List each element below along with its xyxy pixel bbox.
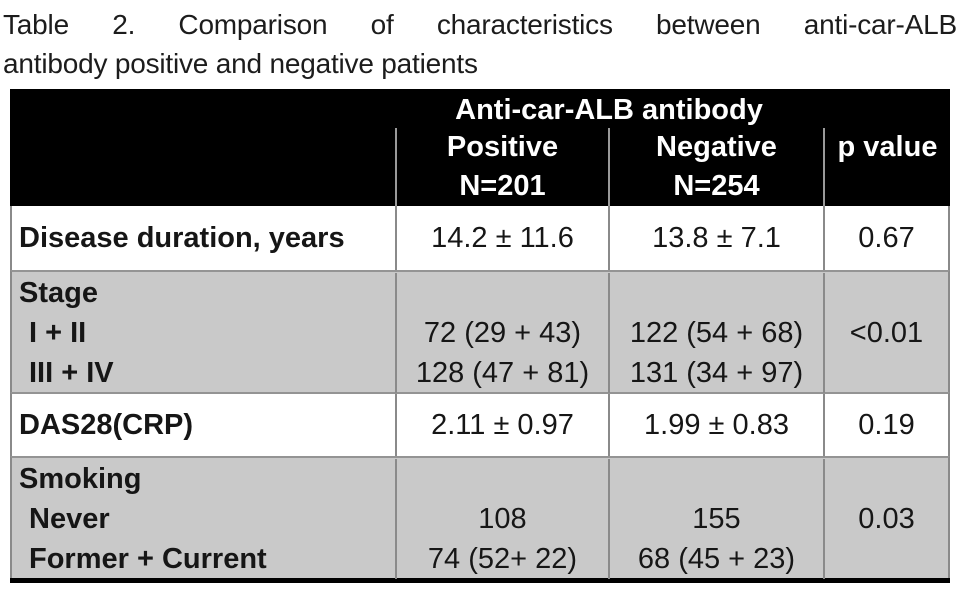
cell-positive: 108 74 (52+ 22) <box>395 459 608 579</box>
caption-line-2: antibody positive and negative patients <box>3 48 478 79</box>
row-sublabel-text: III + IV <box>29 357 114 389</box>
value-text: 1.99 ± 0.83 <box>644 408 789 441</box>
cell-p-value: <0.01 <box>823 273 948 393</box>
cell-label: DAS28(CRP) <box>12 394 395 456</box>
value-text: 155 <box>692 503 741 535</box>
cell-negative: 155 68 (45 + 23) <box>608 459 823 579</box>
comparison-table: Anti-car-ALB antibody Positive N=201 Neg… <box>10 89 950 583</box>
value-text <box>610 459 823 499</box>
table-caption: Table 2. Comparison of characteristics b… <box>0 0 960 83</box>
row-stage: Stage I + II III + IV 72 (29 + 43) 128 (… <box>10 270 950 393</box>
value-text <box>825 539 948 579</box>
cell-p-value: 0.67 <box>823 206 948 270</box>
value-text <box>397 459 608 499</box>
caption-line-1: Table 2. Comparison of characteristics b… <box>3 9 957 40</box>
value-text: <0.01 <box>849 317 924 349</box>
header-antibody-span: Anti-car-ALB antibody <box>455 94 763 126</box>
row-label-text: Smoking <box>19 463 142 495</box>
value-text: 68 (45 + 23) <box>637 543 796 575</box>
value-text <box>825 459 948 499</box>
table-header: Anti-car-ALB antibody Positive N=201 Neg… <box>10 89 950 206</box>
row-label-text: Disease duration, years <box>19 221 345 254</box>
value-text: 14.2 ± 11.6 <box>431 221 574 254</box>
value-text: 128 (47 + 81) <box>415 357 590 389</box>
cell-p-value: 0.03 <box>823 459 948 579</box>
header-negative-column: Negative N=254 <box>608 128 823 206</box>
value-text <box>397 273 608 313</box>
header-positive-n: N=201 <box>459 170 546 202</box>
value-text: 122 (54 + 68) <box>629 317 804 349</box>
cell-negative: 1.99 ± 0.83 <box>608 394 823 456</box>
row-das28-crp: DAS28(CRP) 2.11 ± 0.97 1.99 ± 0.83 0.19 <box>10 392 950 456</box>
cell-positive: 2.11 ± 0.97 <box>395 394 608 456</box>
header-negative-label: Negative <box>656 131 777 163</box>
cell-label: Smoking Never Former + Current <box>12 459 395 579</box>
header-negative-n: N=254 <box>673 170 760 202</box>
row-sublabel-text: I + II <box>29 317 87 349</box>
cell-positive: 72 (29 + 43) 128 (47 + 81) <box>395 273 608 393</box>
value-text: 131 (34 + 97) <box>629 357 804 389</box>
value-text <box>825 353 948 393</box>
cell-label: Disease duration, years <box>12 206 395 270</box>
value-text: 13.8 ± 7.1 <box>652 221 781 254</box>
value-text: 72 (29 + 43) <box>423 317 582 349</box>
value-text: 2.11 ± 0.97 <box>431 408 574 441</box>
row-label-text: DAS28(CRP) <box>19 408 194 441</box>
value-text: 74 (52+ 22) <box>427 543 578 575</box>
cell-negative: 13.8 ± 7.1 <box>608 206 823 270</box>
value-text <box>610 273 823 313</box>
value-text: 108 <box>478 503 527 535</box>
value-text <box>825 273 948 313</box>
value-text: 0.03 <box>858 503 915 535</box>
row-disease-duration: Disease duration, years 14.2 ± 11.6 13.8… <box>10 206 950 270</box>
value-text: 0.19 <box>858 408 915 441</box>
row-sublabel-text: Former + Current <box>29 543 267 575</box>
header-positive-column: Positive N=201 <box>395 128 608 206</box>
row-label-text: Stage <box>19 277 98 309</box>
value-text: 0.67 <box>858 221 915 254</box>
header-positive-label: Positive <box>446 131 559 163</box>
row-sublabel-text: Never <box>29 503 110 535</box>
cell-negative: 122 (54 + 68) 131 (34 + 97) <box>608 273 823 393</box>
header-p-value-label: p value <box>837 131 938 163</box>
cell-positive: 14.2 ± 11.6 <box>395 206 608 270</box>
cell-label: Stage I + II III + IV <box>12 273 395 393</box>
cell-p-value: 0.19 <box>823 394 948 456</box>
header-p-value: p value <box>823 128 950 206</box>
row-smoking: Smoking Never Former + Current 108 74 (5… <box>10 456 950 579</box>
